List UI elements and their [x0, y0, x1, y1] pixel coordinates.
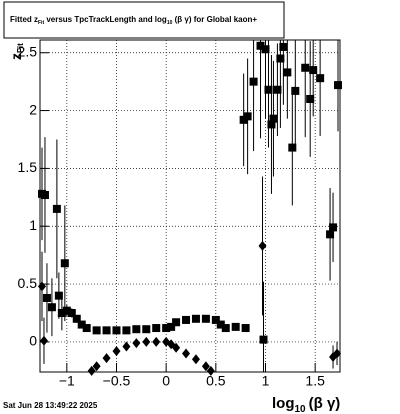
marker-square	[283, 68, 292, 77]
x-label-part: (β γ)	[309, 395, 341, 412]
marker-diamond	[102, 353, 111, 364]
marker-diamond	[182, 348, 191, 359]
marker-square	[221, 324, 230, 333]
frame	[39, 39, 341, 373]
y-tick-label: 0	[29, 333, 37, 349]
x-tick-label: 1	[262, 373, 270, 389]
marker-square	[211, 315, 220, 324]
marker-diamond	[333, 348, 342, 359]
marker-square	[259, 335, 268, 344]
marker-diamond	[258, 240, 267, 251]
marker-square	[216, 320, 225, 329]
y-tick-label: 2.5	[18, 43, 38, 59]
marker-diamond	[92, 361, 101, 372]
marker-square	[60, 259, 69, 268]
marker-diamond	[142, 336, 151, 347]
marker-square	[40, 191, 49, 200]
title-sub: Fit	[38, 20, 44, 26]
marker-diamond	[132, 338, 141, 349]
x-tick-label: 0	[162, 373, 170, 389]
y-label-sub: Fit	[16, 43, 25, 53]
marker-square	[316, 74, 325, 83]
footer-date: Sat Jun 28 13:49:22 2025	[3, 401, 98, 410]
x-tick-label: −1	[59, 373, 75, 389]
y-tick-label: 1.5	[18, 159, 38, 175]
marker-square	[279, 42, 288, 51]
marker-square	[267, 120, 276, 129]
marker-square	[47, 303, 56, 312]
marker-diamond	[152, 336, 161, 347]
title-part: Fitted z	[10, 15, 38, 24]
marker-square	[191, 314, 200, 323]
y-axis-label: zFit	[8, 43, 25, 60]
marker-square	[261, 45, 270, 54]
x-tick-label: 0.5	[206, 373, 226, 389]
marker-square	[329, 223, 338, 232]
marker-diamond	[191, 354, 200, 365]
marker-square	[42, 293, 51, 302]
marker-square	[142, 325, 151, 334]
title-part: versus TpcTrackLength and log	[44, 15, 167, 24]
y-tick-label: 2	[29, 101, 37, 117]
marker-square	[334, 81, 343, 90]
marker-square	[54, 291, 63, 300]
marker-square	[306, 94, 315, 103]
marker-square	[182, 315, 191, 324]
marker-square	[231, 322, 240, 331]
y-label-part: z	[8, 53, 24, 60]
marker-square	[264, 85, 273, 94]
marker-diamond	[172, 342, 181, 353]
marker-square	[72, 314, 81, 323]
marker-square	[122, 326, 131, 335]
marker-diamond	[201, 361, 210, 372]
chart-title: Fitted zFit versus TpcTrackLength and lo…	[10, 15, 257, 26]
x-tick-label: −0.5	[103, 373, 131, 389]
marker-square	[309, 66, 318, 75]
marker-diamond	[122, 341, 131, 352]
marker-square	[162, 324, 171, 333]
marker-square	[273, 85, 282, 94]
marker-diamond	[39, 335, 48, 346]
y-tick-label: 1	[29, 217, 37, 233]
marker-square	[291, 86, 300, 95]
marker-square	[67, 309, 76, 318]
marker-square	[326, 230, 335, 239]
marker-square	[57, 309, 66, 318]
marker-diamond	[206, 365, 215, 376]
marker-square	[301, 63, 310, 72]
marker-square	[62, 306, 71, 315]
marker-square	[276, 54, 285, 63]
x-axis-label: log10 (β γ)	[272, 395, 340, 414]
marker-square	[201, 314, 210, 323]
marker-square	[288, 143, 297, 152]
marker-square	[167, 322, 176, 331]
marker-square	[249, 77, 258, 86]
title-sub: 10	[167, 20, 173, 26]
marker-square	[256, 41, 265, 50]
marker-square	[243, 112, 252, 121]
marker-square	[102, 326, 111, 335]
x-label-part: log	[272, 395, 295, 412]
marker-square	[112, 326, 121, 335]
title-box	[3, 1, 285, 39]
marker-square	[269, 114, 278, 123]
marker-diamond	[37, 281, 46, 292]
marker-diamond	[87, 365, 96, 376]
x-tick-label: 1.5	[305, 373, 325, 389]
title-part: (β γ) for Global kaon+	[172, 15, 257, 24]
marker-square	[132, 325, 141, 334]
x-label-sub: 10	[295, 404, 307, 414]
marker-square	[172, 318, 181, 327]
marker-square	[77, 320, 86, 329]
marker-square	[152, 324, 161, 333]
marker-diamond	[112, 346, 121, 357]
y-tick-label: 0.5	[18, 275, 38, 291]
marker-square	[82, 324, 91, 333]
marker-square	[241, 324, 250, 333]
marker-square	[52, 204, 61, 213]
marker-square	[92, 326, 101, 335]
